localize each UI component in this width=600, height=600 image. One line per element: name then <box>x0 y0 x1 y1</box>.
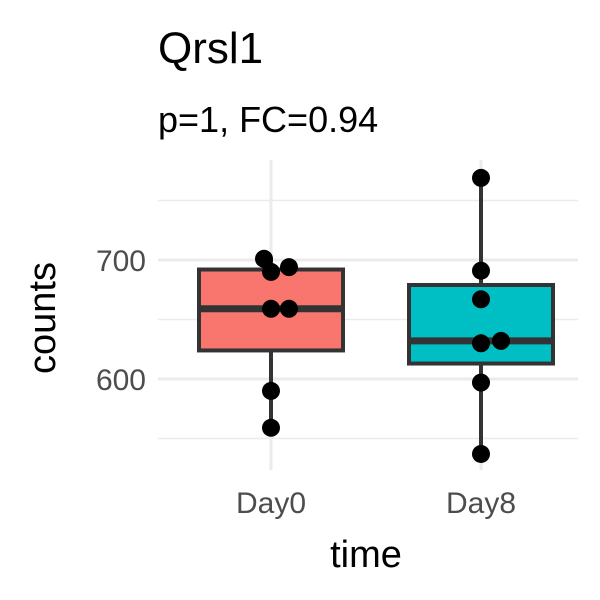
data-point <box>472 334 490 353</box>
data-point <box>262 262 280 281</box>
x-tick-label: Day8 <box>446 487 516 520</box>
chart-subtitle: p=1, FC=0.94 <box>158 99 378 140</box>
data-point <box>262 381 280 400</box>
y-tick-label: 600 <box>96 364 146 397</box>
y-axis-ticks: 600 700 <box>96 245 146 397</box>
data-point <box>262 418 280 437</box>
x-tick-label: Day0 <box>236 487 306 520</box>
x-axis-ticks: Day0 Day8 <box>236 487 516 520</box>
boxes <box>197 177 555 454</box>
y-tick-label: 700 <box>96 245 146 278</box>
data-point <box>472 261 490 280</box>
data-point <box>492 331 510 350</box>
data-point <box>280 299 298 318</box>
data-point <box>472 290 490 309</box>
y-axis-title: counts <box>22 262 64 374</box>
data-point <box>472 373 490 392</box>
data-point <box>262 299 280 318</box>
data-point <box>472 168 490 187</box>
x-axis-title: time <box>330 534 402 576</box>
data-point <box>472 444 490 463</box>
chart-title: Qrsl1 <box>158 24 263 73</box>
data-points <box>255 168 510 463</box>
data-point <box>280 258 298 277</box>
